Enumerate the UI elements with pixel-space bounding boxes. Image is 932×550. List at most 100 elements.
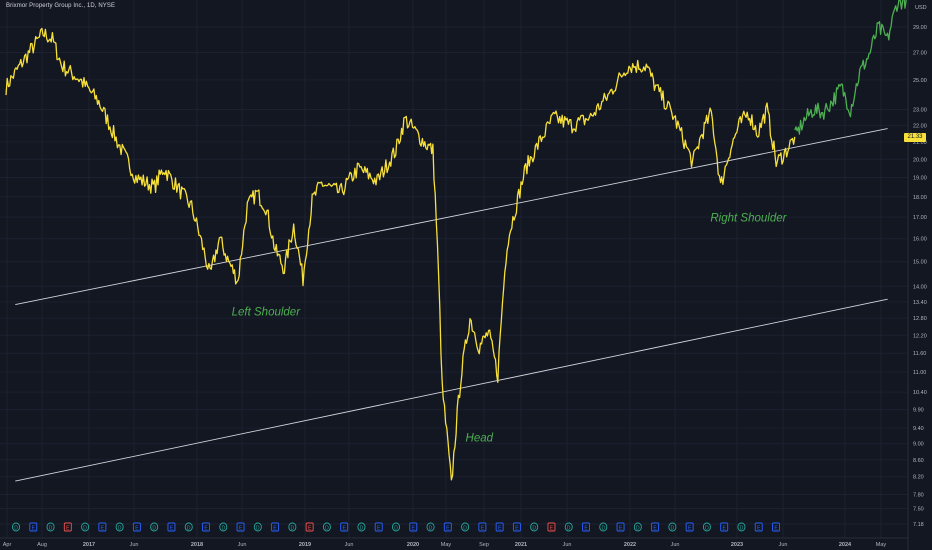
price-series xyxy=(5,0,907,481)
trendline xyxy=(15,298,888,482)
x-tick-label: 2023 xyxy=(731,542,743,548)
event-marker-label: E xyxy=(170,526,174,532)
trendlines xyxy=(15,128,888,482)
x-tick-label: 2024 xyxy=(839,542,852,548)
event-marker-label: E xyxy=(688,526,692,532)
y-tick-label: 9.90 xyxy=(913,408,924,414)
event-marker xyxy=(288,522,297,532)
y-tick-label: 18.00 xyxy=(913,195,927,201)
event-marker xyxy=(685,522,694,532)
event-marker xyxy=(115,522,124,532)
x-tick-label: 2018 xyxy=(191,542,203,548)
event-marker xyxy=(150,522,159,532)
event-marker xyxy=(253,522,262,532)
event-marker xyxy=(305,522,314,532)
x-tick-label: Jun xyxy=(130,542,139,548)
event-marker-label: D xyxy=(636,526,640,532)
event-marker xyxy=(772,522,780,532)
event-marker xyxy=(81,522,90,532)
y-tick-label: 21.00 xyxy=(913,140,927,146)
x-tick-label: Apr xyxy=(3,542,12,548)
event-marker-label: E xyxy=(653,526,657,532)
currency-label: USD xyxy=(915,5,927,11)
event-marker-label: E xyxy=(204,526,208,532)
y-tick-label: 8.20 xyxy=(913,475,924,481)
event-marker-label: E xyxy=(550,526,554,532)
event-marker-label: D xyxy=(256,526,260,532)
price-line xyxy=(5,27,796,481)
event-marker-label: D xyxy=(49,526,53,532)
event-marker-label: D xyxy=(14,526,18,532)
y-tick-label: 25.00 xyxy=(913,78,927,84)
y-tick-label: 13.40 xyxy=(913,300,927,306)
event-marker-label: E xyxy=(619,526,623,532)
pattern-annotation: Head xyxy=(466,433,494,445)
event-marker-label: E xyxy=(135,526,139,532)
price-axis[interactable]: USD 29.00 27.00 25.00 23.00 22.00 21.00 20.00 1… xyxy=(913,5,927,528)
x-tick-label: Jun xyxy=(671,542,680,548)
y-tick-label: 7.18 xyxy=(913,522,924,528)
event-marker xyxy=(754,522,763,532)
y-tick-label: 7.80 xyxy=(913,493,924,499)
event-marker xyxy=(495,522,504,532)
y-tick-label: 11.00 xyxy=(913,370,926,376)
y-tick-label: 19.00 xyxy=(913,176,927,182)
event-marker-label: D xyxy=(567,526,571,532)
event-marker-label: E xyxy=(32,526,36,532)
event-marker-label: D xyxy=(394,526,398,532)
y-tick-label: 12.80 xyxy=(913,316,927,322)
event-marker-label: D xyxy=(601,526,605,532)
event-marker xyxy=(98,522,107,532)
event-marker-label: D xyxy=(360,526,364,532)
event-marker-label: E xyxy=(377,526,381,532)
event-marker xyxy=(29,522,38,532)
event-marker xyxy=(530,522,539,532)
event-marker xyxy=(63,522,72,532)
event-marker xyxy=(547,522,556,532)
event-marker-label: E xyxy=(273,526,277,532)
event-marker xyxy=(271,522,280,532)
time-axis[interactable]: Apr Aug 2017 Jun 2018 Jun 2019 Jun 2020 May Sep 202… xyxy=(3,542,887,548)
event-marker xyxy=(12,522,20,532)
y-tick-label: 15.00 xyxy=(913,260,927,266)
event-marker-label: D xyxy=(118,526,122,532)
y-tick-label: 7.50 xyxy=(913,506,924,512)
event-marker-label: E xyxy=(723,526,727,532)
event-marker xyxy=(202,522,210,532)
event-marker xyxy=(651,522,660,532)
event-marker-label: E xyxy=(66,526,70,532)
y-tick-label: 11.60 xyxy=(913,351,926,357)
y-tick-label: 22.00 xyxy=(913,123,927,129)
event-marker xyxy=(357,522,366,532)
event-marker-label: D xyxy=(705,526,709,532)
event-marker xyxy=(512,522,521,532)
event-marker-label: E xyxy=(308,526,312,532)
event-marker xyxy=(340,522,349,532)
event-marker-label: E xyxy=(239,526,243,532)
x-tick-label: Jun xyxy=(563,542,572,548)
event-marker xyxy=(702,522,711,532)
event-marker-label: D xyxy=(187,526,191,532)
pattern-annotation: Left Shoulder xyxy=(232,306,302,318)
event-marker xyxy=(599,522,608,532)
x-tick-label: Jun xyxy=(779,542,788,548)
event-marker xyxy=(737,522,746,532)
event-marker xyxy=(633,522,642,532)
event-marker xyxy=(236,522,245,532)
y-tick-label: 16.00 xyxy=(913,237,927,243)
event-marker xyxy=(132,522,141,532)
event-marker-label: D xyxy=(152,526,156,532)
recent-price-line xyxy=(794,0,907,135)
x-tick-label: 2020 xyxy=(407,542,419,548)
y-tick-label: 20.00 xyxy=(913,157,927,163)
event-marker xyxy=(409,522,418,532)
y-tick-label: 8.60 xyxy=(913,458,924,464)
chart-title: Brixmor Property Group Inc., 1D, NYSE xyxy=(6,3,116,9)
y-tick-label: 10.40 xyxy=(913,390,927,396)
event-marker-label: D xyxy=(83,526,87,532)
event-marker-label: D xyxy=(291,526,295,532)
event-marker-label: E xyxy=(584,526,588,532)
x-tick-label: 2019 xyxy=(299,542,311,548)
